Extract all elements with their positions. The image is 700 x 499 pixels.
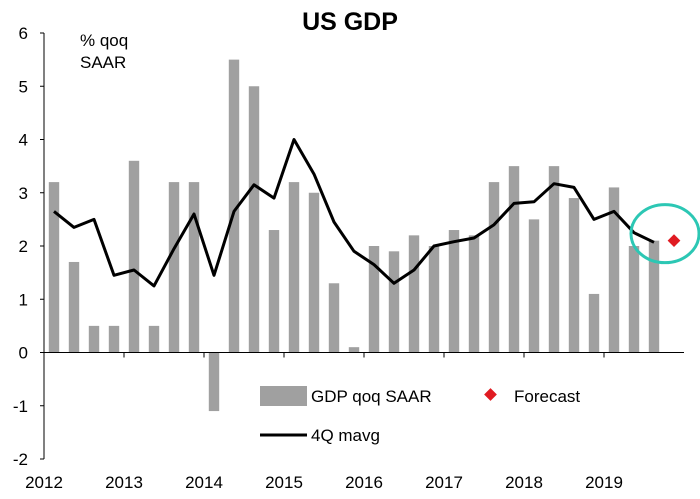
- y-tick-label: 3: [19, 184, 28, 203]
- y-unit-label-line-1: % qoq: [80, 31, 128, 50]
- gdp-bar: [208, 352, 220, 412]
- gdp-bars: [48, 59, 660, 412]
- gdp-bar: [48, 182, 60, 353]
- gdp-bar: [88, 325, 100, 353]
- legend-label-forecast: Forecast: [514, 387, 580, 406]
- gdp-bar: [228, 59, 240, 353]
- gdp-bar: [288, 182, 300, 353]
- gdp-bar: [508, 166, 520, 353]
- forecast-point: [667, 234, 681, 248]
- gdp-bar: [528, 219, 540, 353]
- x-axis-ticks: 2012 2013 2014 2015 2016 2017 2018 2019: [25, 352, 623, 492]
- gdp-bar: [148, 325, 160, 353]
- gdp-bar: [648, 240, 660, 353]
- gdp-bar: [428, 246, 440, 353]
- gdp-bar: [468, 235, 480, 353]
- legend: GDP qoq SAAR Forecast 4Q mavg: [260, 386, 580, 445]
- gdp-bar: [408, 235, 420, 353]
- y-axis-ticks: 6 5 4 3 2 1 0 -1 -2: [13, 24, 44, 469]
- y-tick-label: 4: [19, 131, 28, 150]
- y-tick-label: 2: [19, 237, 28, 256]
- x-tick-label: 2014: [185, 473, 223, 492]
- gdp-bar: [348, 347, 360, 353]
- gdp-bar: [548, 166, 560, 353]
- x-tick-label: 2013: [105, 473, 143, 492]
- gdp-bar: [448, 230, 460, 353]
- gdp-bar: [308, 192, 320, 353]
- y-tick-label: 1: [19, 290, 28, 309]
- mavg-line: [53, 138, 655, 288]
- legend-swatch-forecast: [484, 388, 497, 401]
- gdp-bar: [328, 283, 340, 353]
- x-tick-label: 2016: [345, 473, 383, 492]
- legend-swatch-gdp: [260, 386, 307, 406]
- y-tick-label: 6: [19, 24, 28, 43]
- legend-label-gdp: GDP qoq SAAR: [311, 387, 432, 406]
- chart-title: US GDP: [302, 8, 398, 36]
- y-unit-label-line-2: SAAR: [80, 53, 126, 72]
- y-tick-label: 5: [19, 77, 28, 96]
- forecast-layer: [629, 203, 700, 265]
- y-tick-label: -1: [13, 397, 28, 416]
- x-tick-label: 2015: [265, 473, 303, 492]
- x-tick-label: 2017: [425, 473, 463, 492]
- gdp-bar: [628, 246, 640, 353]
- x-tick-label: 2012: [25, 473, 63, 492]
- gdp-bar: [188, 182, 200, 353]
- mavg-line-layer: [53, 138, 655, 288]
- gdp-bar: [248, 86, 260, 353]
- gdp-bar: [168, 182, 180, 353]
- gdp-bar: [368, 246, 380, 353]
- legend-label-mavg: 4Q mavg: [311, 426, 380, 445]
- y-tick-label: -2: [13, 450, 28, 469]
- gdp-bar: [608, 187, 620, 353]
- forecast-highlight-circle: [629, 203, 700, 265]
- gdp-bar: [268, 230, 280, 353]
- x-tick-label: 2018: [505, 473, 543, 492]
- gdp-bar: [68, 261, 80, 353]
- gdp-bar: [128, 160, 140, 353]
- gdp-bar: [488, 182, 500, 353]
- gdp-bar: [388, 251, 400, 353]
- x-tick-label: 2019: [585, 473, 623, 492]
- y-tick-label: 0: [19, 344, 28, 363]
- gdp-bar: [588, 293, 600, 353]
- gdp-bar: [108, 325, 120, 353]
- gdp-bar: [568, 198, 580, 353]
